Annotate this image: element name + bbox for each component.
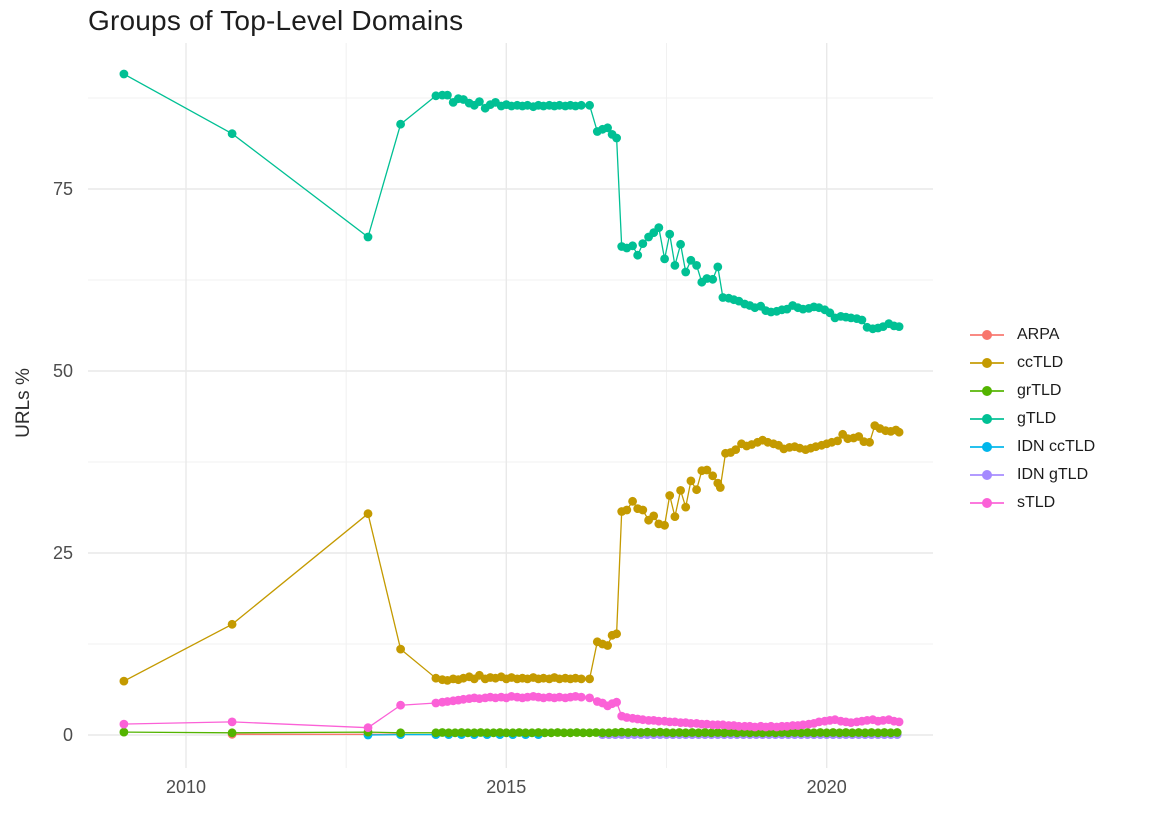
x-tick-label: 2010 xyxy=(166,777,206,797)
legend-marker-icon xyxy=(970,328,1004,342)
series-gTLD xyxy=(119,69,904,334)
legend-item-IDN-gTLD: IDN gTLD xyxy=(970,461,1095,489)
legend-marker-icon xyxy=(970,468,1004,482)
legend-marker-icon xyxy=(970,496,1004,510)
chart-title: Groups of Top-Level Domains xyxy=(88,5,464,36)
legend-item-ARPA: ARPA xyxy=(970,321,1095,349)
legend-label: ccTLD xyxy=(1017,354,1064,371)
series-sTLD xyxy=(119,692,904,733)
legend-label: IDN ccTLD xyxy=(1017,438,1096,455)
legend-marker-icon xyxy=(970,412,1004,426)
series-ccTLD xyxy=(119,421,904,686)
y-tick-label: 25 xyxy=(53,543,73,563)
legend: ARPA ccTLD grTLD gTLD IDN ccTLD IDN gTLD sTLD xyxy=(970,321,1095,517)
legend-marker-icon xyxy=(970,440,1004,454)
y-tick-label: 75 xyxy=(53,179,73,199)
y-axis-labels: 0 25 50 75 xyxy=(53,179,73,745)
legend-label: sTLD xyxy=(1017,494,1056,511)
legend-label: gTLD xyxy=(1017,410,1057,427)
gridlines-major xyxy=(88,43,933,768)
y-tick-label: 0 xyxy=(63,725,73,745)
x-tick-label: 2020 xyxy=(807,777,847,797)
legend-label: IDN gTLD xyxy=(1017,466,1089,483)
legend-item-grTLD: grTLD xyxy=(970,377,1095,405)
gridlines-minor xyxy=(88,43,933,768)
x-axis-labels: 2010 2015 2020 xyxy=(166,777,847,797)
legend-item-sTLD: sTLD xyxy=(970,489,1095,517)
y-tick-label: 50 xyxy=(53,361,73,381)
legend-item-gTLD: gTLD xyxy=(970,405,1095,433)
legend-label: grTLD xyxy=(1017,382,1062,399)
x-tick-label: 2015 xyxy=(486,777,526,797)
legend-item-ccTLD: ccTLD xyxy=(970,349,1095,377)
legend-label: ARPA xyxy=(1017,326,1060,343)
legend-item-IDN-ccTLD: IDN ccTLD xyxy=(970,433,1095,461)
legend-marker-icon xyxy=(970,356,1004,370)
legend-marker-icon xyxy=(970,384,1004,398)
